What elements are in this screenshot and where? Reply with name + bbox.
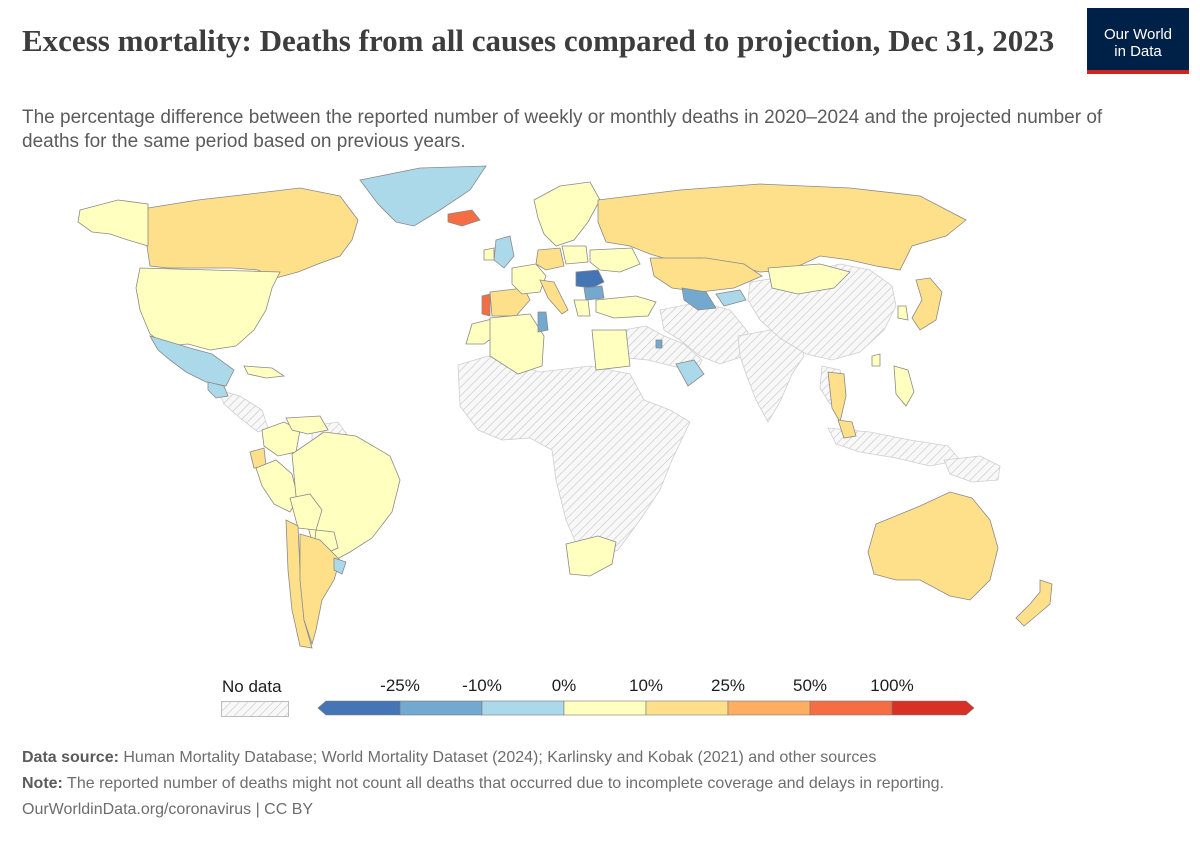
country-canada[interactable] [145, 187, 359, 279]
legend-bin-5 [727, 700, 811, 716]
logo-line-2: in Data [1114, 43, 1162, 60]
country-algeria[interactable] [489, 313, 545, 375]
legend-tick-label: -10% [462, 676, 502, 695]
country-bulgaria[interactable] [583, 285, 605, 301]
data-source-line: Data source: Human Mortality Database; W… [22, 745, 1182, 771]
country-egypt[interactable] [591, 329, 631, 371]
country-mexico[interactable] [149, 335, 235, 387]
country-malaysia[interactable] [837, 419, 857, 439]
legend-bin-7 [891, 700, 975, 716]
country-japan[interactable] [911, 277, 943, 331]
country-south-korea[interactable] [897, 305, 909, 321]
chart-title: Excess mortality: Deaths from all causes… [22, 23, 1055, 58]
legend-bin-3 [563, 700, 647, 716]
country-germany[interactable] [535, 247, 565, 271]
legend-bin-1 [399, 700, 483, 716]
country-thailand[interactable] [827, 371, 847, 424]
legend-tick-label: 50% [793, 676, 827, 695]
country-portugal[interactable] [481, 293, 491, 317]
legend-tick-label: 10% [629, 676, 663, 695]
country-argentina[interactable] [299, 533, 341, 646]
country-alaska[interactable] [77, 199, 149, 247]
country-qatar[interactable] [655, 339, 663, 349]
country-poland[interactable] [561, 245, 589, 265]
country-south-africa[interactable] [565, 535, 617, 577]
country-uruguay[interactable] [333, 557, 347, 575]
country-oman[interactable] [675, 359, 705, 387]
country-united-kingdom[interactable] [493, 235, 515, 269]
legend-color-scale: -25% -10% 0% 10% 25% 50% 100% [317, 676, 975, 716]
country-cuba[interactable] [243, 365, 286, 379]
legend-bin-4 [645, 700, 729, 716]
country-romania[interactable] [575, 269, 605, 289]
chart-footer: Data source: Human Mortality Database; W… [22, 745, 1182, 823]
world-map[interactable] [0, 160, 1200, 660]
legend-bin-0 [317, 700, 401, 716]
country-russia[interactable] [597, 183, 967, 273]
country-taiwan[interactable] [871, 353, 881, 367]
country-uzbekistan[interactable] [681, 287, 717, 311]
country-bolivia[interactable] [289, 493, 323, 531]
country-united-states[interactable] [135, 267, 281, 351]
country-chile[interactable] [285, 519, 313, 649]
note-text: The reported number of deaths might not … [67, 775, 945, 792]
chart-subtitle: The percentage difference between the re… [22, 107, 1103, 152]
legend-tick-label: 100% [870, 676, 913, 695]
png-no-data [943, 455, 1001, 483]
legend-tick-label: -25% [380, 676, 420, 695]
country-venezuela[interactable] [285, 415, 329, 435]
owid-logo[interactable]: Our World in Data [1087, 8, 1189, 74]
country-scandinavia[interactable] [533, 181, 601, 247]
legend-bin-6 [809, 700, 893, 716]
country-guatemala[interactable] [207, 381, 229, 399]
country-greenland[interactable] [359, 165, 487, 227]
country-france[interactable] [511, 263, 547, 295]
note-line: Note: The reported number of deaths migh… [22, 771, 1182, 797]
legend-bin-2 [481, 700, 565, 716]
country-greece[interactable] [573, 299, 591, 317]
country-tunisia[interactable] [537, 311, 549, 333]
data-source-label: Data source: [22, 749, 119, 766]
country-ukraine[interactable] [589, 247, 641, 273]
country-new-zealand[interactable] [1015, 579, 1053, 627]
africa-no-data [457, 355, 691, 557]
country-italy[interactable] [539, 279, 569, 315]
data-source-text: Human Mortality Database; World Mortalit… [123, 749, 877, 766]
country-kyrgyzstan[interactable] [715, 289, 747, 307]
country-iceland[interactable] [447, 209, 481, 227]
logo-accent-bar [1087, 70, 1189, 74]
credit-line[interactable]: OurWorldinData.org/coronavirus | CC BY [22, 801, 314, 818]
no-data-hatch [222, 702, 288, 716]
legend-tick-label: 25% [711, 676, 745, 695]
country-kazakhstan[interactable] [649, 257, 763, 293]
country-turkey[interactable] [595, 295, 657, 319]
legend-no-data-swatch [221, 701, 289, 717]
legend-no-data-label: No data [222, 677, 282, 696]
country-mongolia[interactable] [767, 263, 851, 295]
country-philippines[interactable] [893, 365, 915, 407]
legend-tick-label: 0% [552, 676, 577, 695]
country-ireland[interactable] [483, 247, 495, 261]
note-label: Note: [22, 775, 63, 792]
logo-line-1: Our World [1103, 26, 1173, 43]
country-australia[interactable] [867, 491, 999, 601]
